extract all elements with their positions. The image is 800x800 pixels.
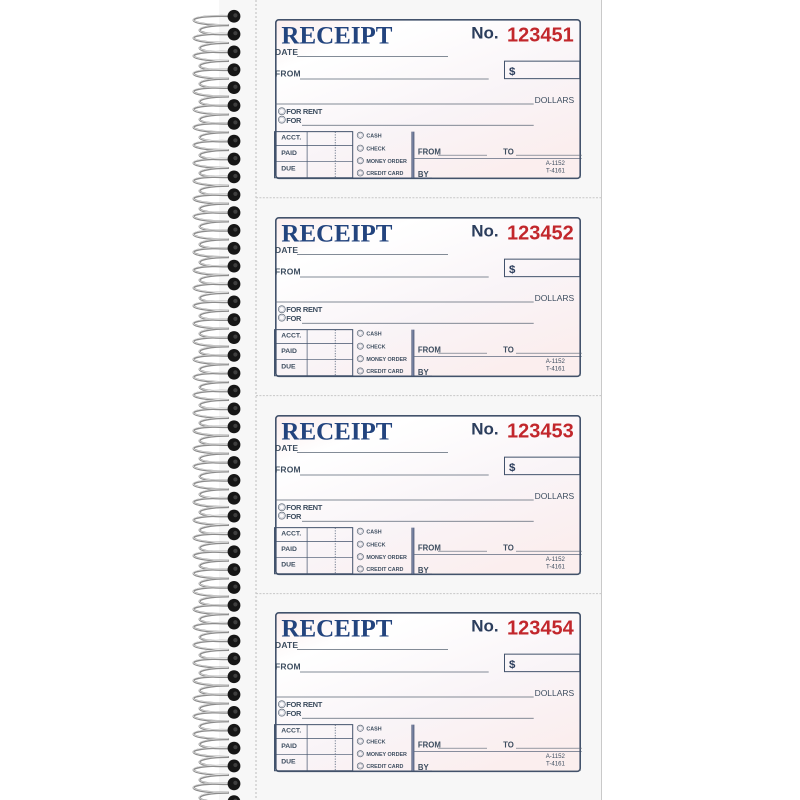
svg-text:DOLLARS: DOLLARS xyxy=(535,688,575,698)
svg-text:$: $ xyxy=(509,66,516,78)
svg-text:BY: BY xyxy=(418,170,430,179)
svg-text:DUE: DUE xyxy=(281,363,296,370)
svg-text:123451: 123451 xyxy=(507,24,574,46)
svg-text:CHECK: CHECK xyxy=(366,740,385,746)
svg-text:MONEY ORDER: MONEY ORDER xyxy=(366,159,407,165)
svg-text:T-4161: T-4161 xyxy=(546,761,566,768)
svg-text:A-1152: A-1152 xyxy=(546,555,566,562)
svg-text:$: $ xyxy=(509,264,516,276)
svg-text:ACCT.: ACCT. xyxy=(281,134,301,141)
svg-text:A-1152: A-1152 xyxy=(546,160,566,167)
svg-text:MONEY ORDER: MONEY ORDER xyxy=(366,357,407,363)
svg-text:ACCT.: ACCT. xyxy=(281,728,301,735)
svg-text:No.: No. xyxy=(471,419,498,438)
svg-text:CHECK: CHECK xyxy=(366,146,385,152)
svg-text:FROM: FROM xyxy=(275,68,301,78)
svg-text:123453: 123453 xyxy=(507,420,574,442)
svg-text:DATE: DATE xyxy=(275,245,298,255)
svg-text:ACCT.: ACCT. xyxy=(281,332,301,339)
svg-text:FROM: FROM xyxy=(418,543,441,552)
svg-text:CREDIT CARD: CREDIT CARD xyxy=(366,765,403,771)
svg-text:RECEIPT: RECEIPT xyxy=(281,616,392,643)
svg-text:T-4161: T-4161 xyxy=(546,563,566,570)
svg-text:TO: TO xyxy=(503,741,514,750)
svg-text:BY: BY xyxy=(418,367,430,376)
svg-text:DUE: DUE xyxy=(281,165,296,172)
svg-text:MONEY ORDER: MONEY ORDER xyxy=(366,752,407,758)
svg-text:RECEIPT: RECEIPT xyxy=(281,220,392,247)
svg-text:FROM: FROM xyxy=(418,147,441,156)
svg-text:RECEIPT: RECEIPT xyxy=(281,418,392,445)
svg-text:A-1152: A-1152 xyxy=(546,358,566,365)
svg-text:123452: 123452 xyxy=(507,222,574,244)
svg-text:CREDIT CARD: CREDIT CARD xyxy=(366,567,403,573)
svg-text:FROM: FROM xyxy=(418,741,441,750)
svg-text:FOR RENT: FOR RENT xyxy=(286,503,323,512)
svg-text:FROM: FROM xyxy=(275,464,301,474)
svg-text:DOLLARS: DOLLARS xyxy=(535,491,575,501)
svg-text:TO: TO xyxy=(503,543,514,552)
svg-text:DUE: DUE xyxy=(281,561,296,568)
svg-text:T-4161: T-4161 xyxy=(546,167,566,174)
svg-text:DATE: DATE xyxy=(275,641,298,651)
svg-text:ACCT.: ACCT. xyxy=(281,530,301,537)
svg-text:CREDIT CARD: CREDIT CARD xyxy=(366,369,403,375)
svg-text:A-1152: A-1152 xyxy=(546,753,566,760)
svg-text:PAID: PAID xyxy=(281,744,297,751)
svg-text:DUE: DUE xyxy=(281,759,296,766)
svg-text:CREDIT CARD: CREDIT CARD xyxy=(366,171,403,177)
svg-text:BY: BY xyxy=(418,565,430,574)
svg-text:CHECK: CHECK xyxy=(366,344,385,350)
svg-text:DOLLARS: DOLLARS xyxy=(535,293,575,303)
svg-text:CASH: CASH xyxy=(366,727,381,733)
svg-text:PAID: PAID xyxy=(281,348,297,355)
svg-text:$: $ xyxy=(509,659,516,671)
svg-text:123454: 123454 xyxy=(507,618,574,640)
svg-text:No.: No. xyxy=(471,23,498,42)
svg-text:PAID: PAID xyxy=(281,150,297,157)
svg-text:FROM: FROM xyxy=(275,266,301,276)
svg-text:TO: TO xyxy=(503,345,514,354)
svg-text:No.: No. xyxy=(471,617,498,636)
svg-text:MONEY ORDER: MONEY ORDER xyxy=(366,555,407,561)
svg-text:TO: TO xyxy=(503,147,514,156)
svg-text:FOR RENT: FOR RENT xyxy=(286,107,323,116)
svg-text:FOR RENT: FOR RENT xyxy=(286,700,323,709)
svg-text:FOR RENT: FOR RENT xyxy=(286,305,323,314)
svg-text:CASH: CASH xyxy=(366,529,381,535)
svg-text:No.: No. xyxy=(471,221,498,240)
svg-text:RECEIPT: RECEIPT xyxy=(281,22,392,49)
svg-text:FOR: FOR xyxy=(286,709,302,718)
svg-text:FOR: FOR xyxy=(286,116,302,125)
svg-text:BY: BY xyxy=(418,763,430,772)
svg-text:PAID: PAID xyxy=(281,546,297,553)
svg-text:T-4161: T-4161 xyxy=(546,365,566,372)
svg-text:CASH: CASH xyxy=(366,331,381,337)
svg-text:CHECK: CHECK xyxy=(366,542,385,548)
svg-text:$: $ xyxy=(509,462,516,474)
svg-text:FROM: FROM xyxy=(275,662,301,672)
svg-text:CASH: CASH xyxy=(366,133,381,139)
svg-text:FOR: FOR xyxy=(286,314,302,323)
svg-text:DATE: DATE xyxy=(275,443,298,453)
svg-text:FROM: FROM xyxy=(418,345,441,354)
svg-text:DATE: DATE xyxy=(275,47,298,57)
svg-text:DOLLARS: DOLLARS xyxy=(535,95,575,105)
svg-text:FOR: FOR xyxy=(286,512,302,521)
